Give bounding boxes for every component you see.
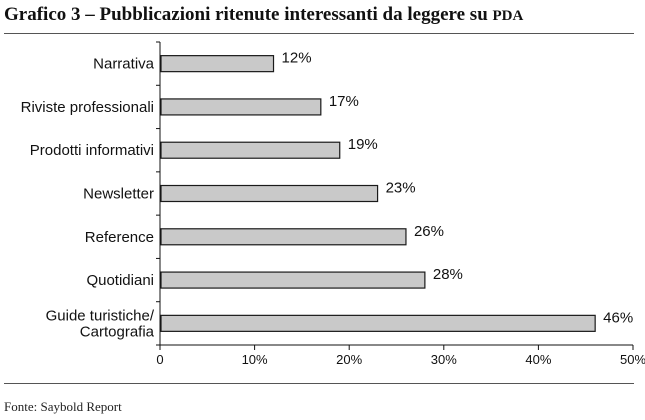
source-note: Fonte: Saybold Report: [4, 399, 122, 414]
category-label: Riviste professionali: [21, 99, 154, 116]
category-label: Cartografia: [80, 323, 155, 340]
bar: [160, 314, 596, 332]
bar: [160, 98, 322, 116]
data-label: 12%: [282, 50, 312, 67]
x-tick-label: 20%: [336, 352, 362, 367]
data-label: 17%: [329, 93, 359, 110]
bar: [160, 184, 379, 203]
chart-title-main: Grafico 3 – Pubblicazioni ritenute inter…: [4, 4, 493, 25]
bar: [160, 141, 341, 159]
data-label: 19%: [348, 136, 378, 153]
data-label: 46%: [603, 309, 633, 326]
x-tick-label: 10%: [242, 352, 268, 367]
x-tick-label: 50%: [620, 352, 645, 367]
data-label: 23%: [386, 180, 416, 197]
bottom-rule: [4, 383, 634, 384]
x-tick-label: 40%: [525, 352, 551, 367]
x-tick-label: 30%: [431, 352, 457, 367]
chart-title-abbr: PDA: [492, 8, 524, 24]
data-label: 28%: [433, 266, 463, 283]
chart-title: Grafico 3 – Pubblicazioni ritenute inter…: [4, 4, 523, 26]
bar: [160, 271, 426, 289]
category-label: Prodotti informativi: [30, 142, 154, 159]
bar: [160, 228, 407, 246]
category-label: Reference: [85, 229, 154, 246]
data-label: 26%: [414, 223, 444, 240]
category-label: Quotidiani: [86, 272, 154, 289]
category-label: Newsletter: [83, 186, 154, 203]
category-label: Narrativa: [93, 56, 155, 73]
bar: [160, 55, 275, 73]
top-rule: [4, 33, 634, 34]
x-tick-label: 0: [156, 352, 163, 367]
category-label: Guide turistiche/: [46, 307, 155, 324]
